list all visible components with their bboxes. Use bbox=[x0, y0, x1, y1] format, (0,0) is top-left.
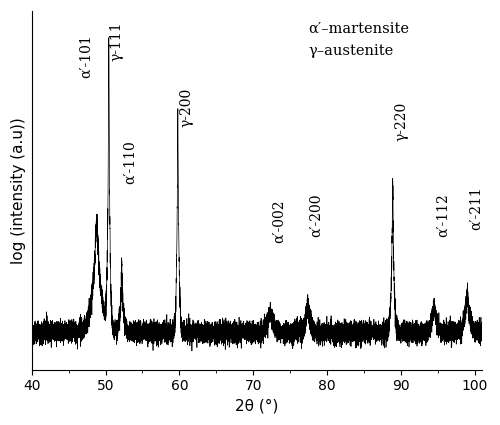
Text: α′-002: α′-002 bbox=[272, 200, 285, 244]
Text: α′-110: α′-110 bbox=[123, 140, 137, 184]
Text: γ-200: γ-200 bbox=[180, 88, 194, 128]
Text: γ-220: γ-220 bbox=[394, 101, 408, 141]
X-axis label: 2θ (°): 2θ (°) bbox=[235, 399, 279, 414]
Y-axis label: log (intensity (a.u)): log (intensity (a.u)) bbox=[11, 117, 26, 264]
Text: α′-211: α′-211 bbox=[469, 187, 483, 230]
Text: α′–martensite
γ–austenite: α′–martensite γ–austenite bbox=[308, 22, 410, 57]
Text: α′-200: α′-200 bbox=[310, 193, 324, 237]
Text: γ-111: γ-111 bbox=[110, 21, 124, 61]
Text: α′-112: α′-112 bbox=[436, 193, 450, 237]
Text: α′-101: α′-101 bbox=[79, 34, 93, 77]
